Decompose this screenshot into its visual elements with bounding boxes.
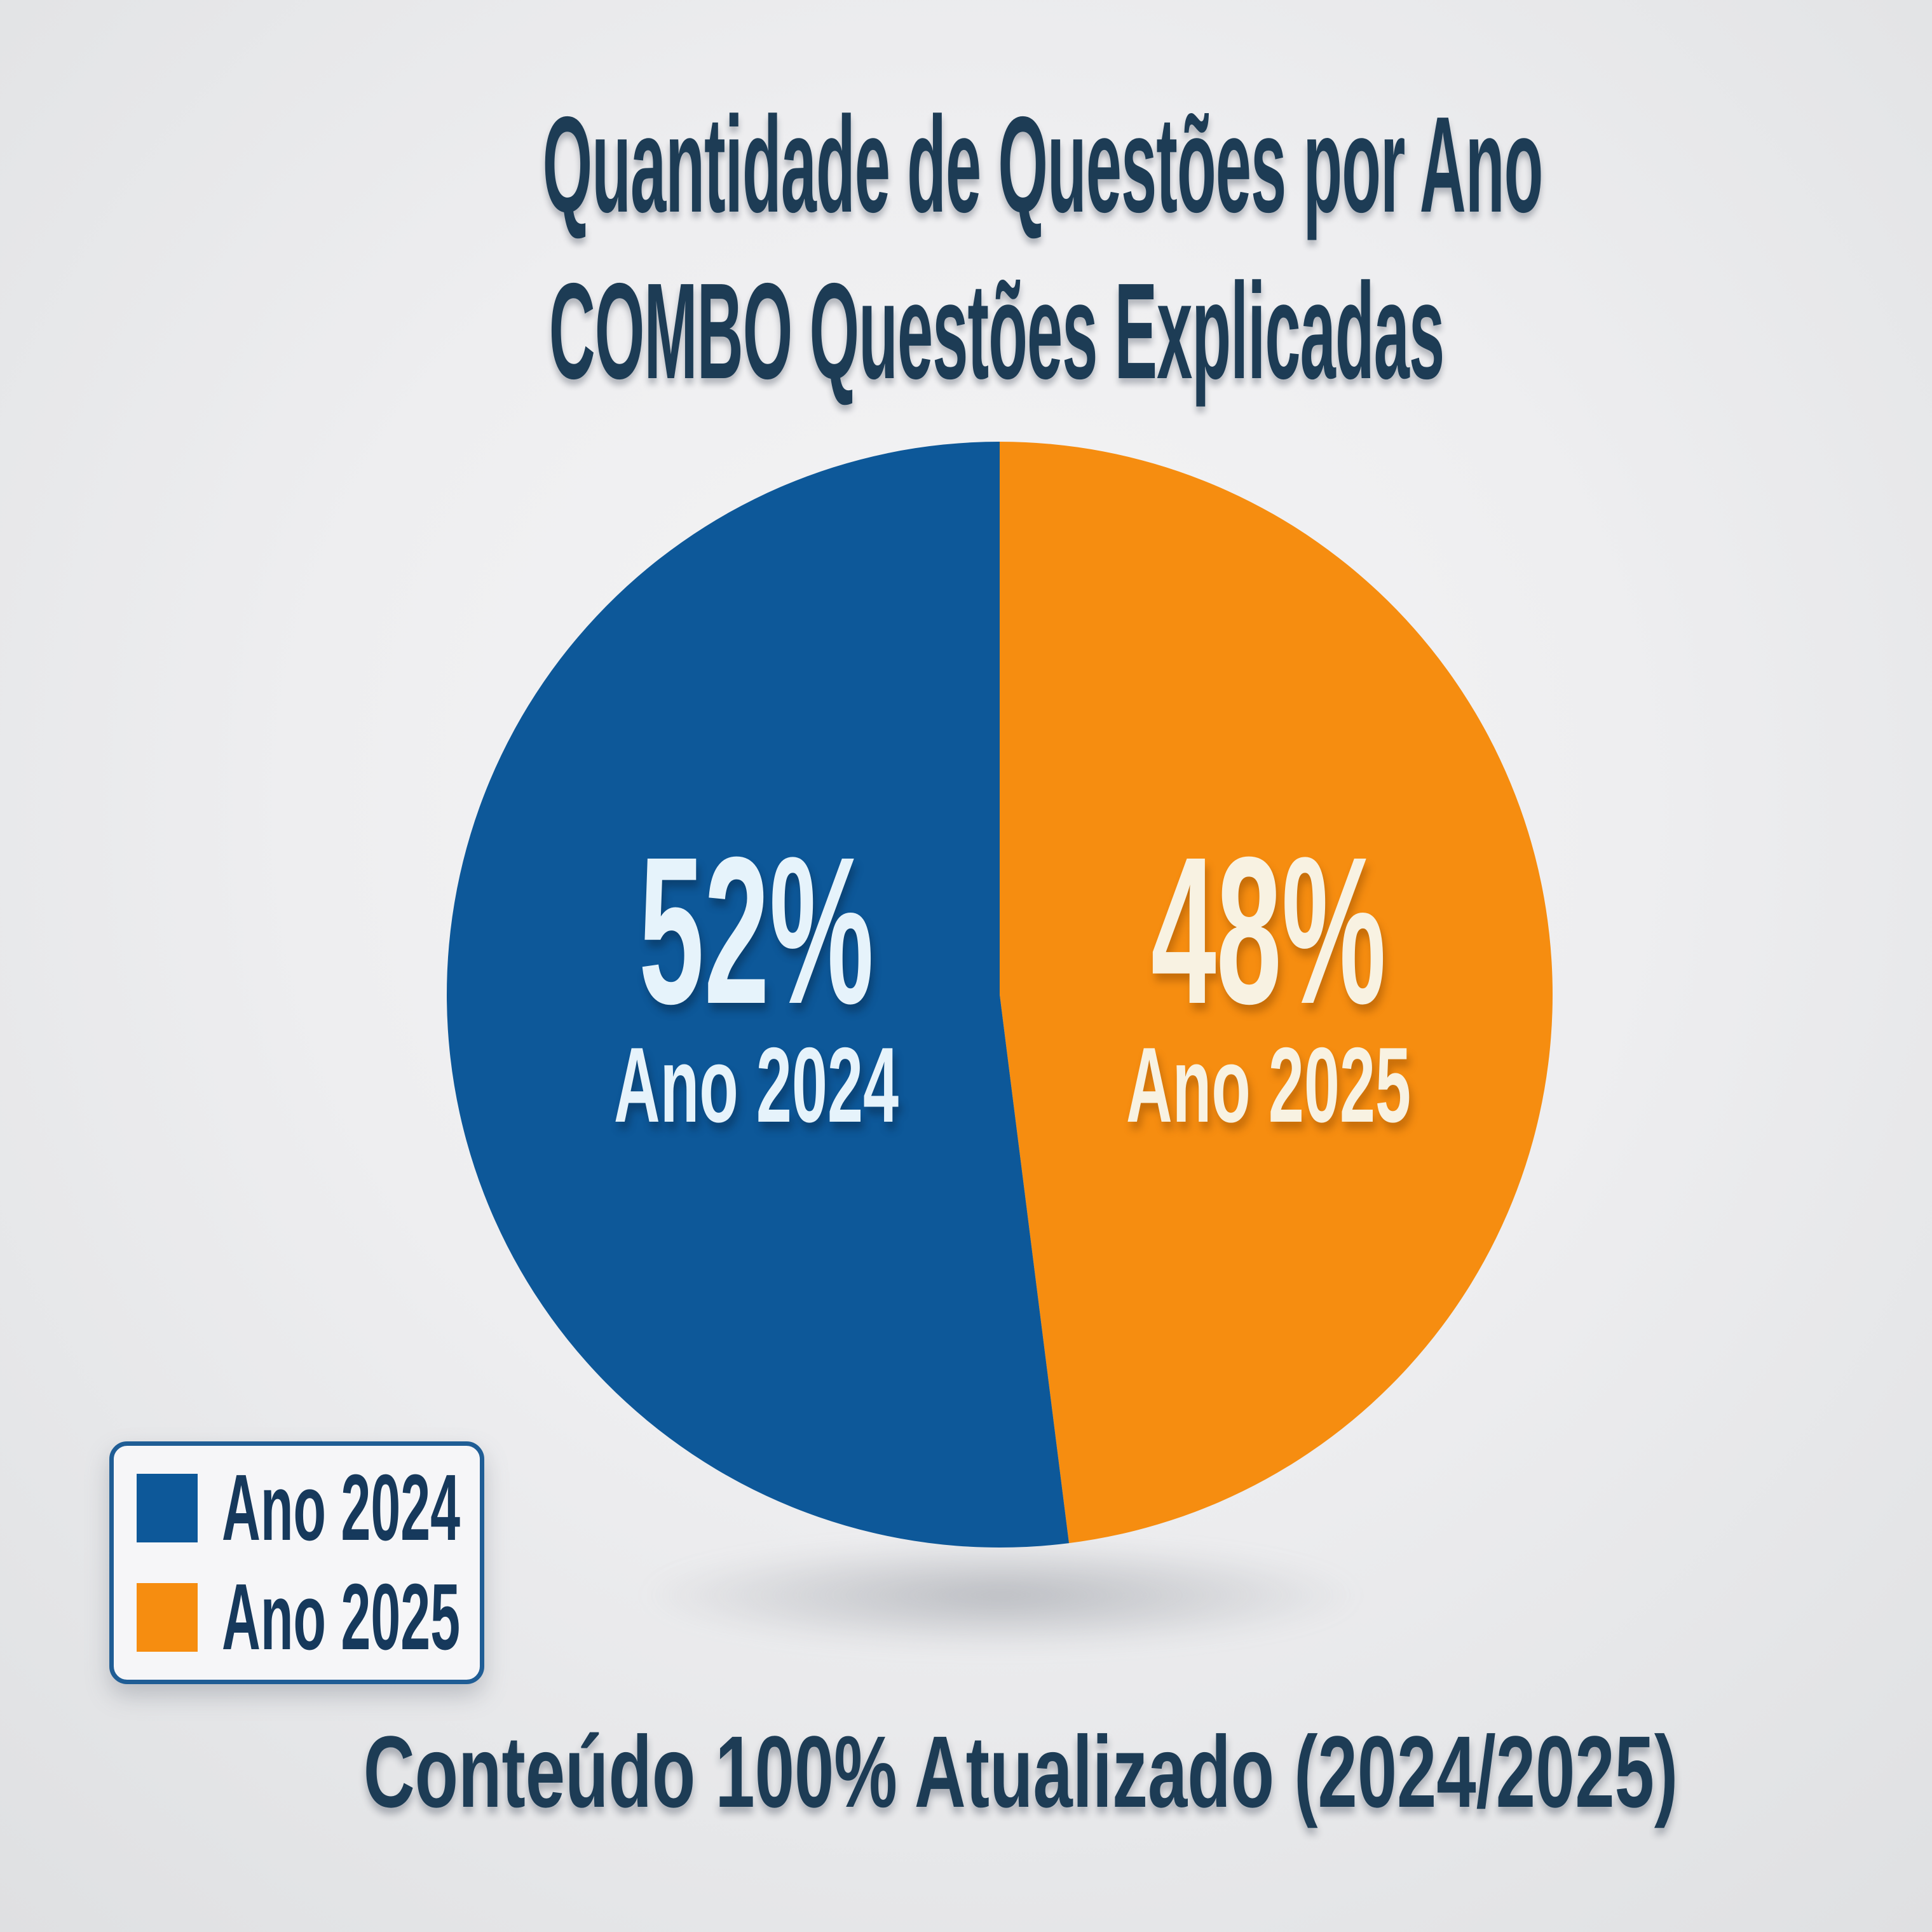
slice-label-ano-2024: 52% Ano 2024	[519, 813, 994, 1145]
legend-item-ano-2025: Ano 2025	[137, 1565, 461, 1670]
slice-label-ano-2025: 48% Ano 2025	[1031, 813, 1506, 1145]
chart-title: Quantidade de Questões por Ano COMBO Que…	[31, 81, 1932, 415]
slice-sublabel-ano-2025: Ano 2025	[1126, 1025, 1412, 1145]
legend-item-ano-2024: Ano 2024	[137, 1455, 461, 1560]
slice-percent-ano-2025: 48%	[1151, 813, 1386, 1047]
slice-sublabel-ano-2024: Ano 2024	[613, 1025, 899, 1145]
chart-title-line1: Quantidade de Questões por Ano	[542, 88, 1544, 241]
legend-label-ano-2025: Ano 2025	[222, 1565, 461, 1670]
legend: Ano 2024 Ano 2025	[109, 1441, 484, 1684]
pie-slice-ano-2024	[447, 442, 1070, 1548]
legend-swatch-ano-2025	[137, 1583, 198, 1652]
legend-label-ano-2024: Ano 2024	[222, 1455, 461, 1560]
pie-chart	[447, 442, 1553, 1548]
slice-percent-ano-2024: 52%	[639, 813, 874, 1047]
chart-title-line2: COMBO Questões Explicadas	[548, 254, 1445, 408]
legend-swatch-ano-2024	[137, 1474, 198, 1542]
pie-slice-ano-2025	[1000, 442, 1553, 1544]
bottom-caption: Conteúdo 100% Atualizado (2024/2025)	[55, 1716, 1932, 1828]
bottom-caption-text: Conteúdo 100% Atualizado (2024/2025)	[363, 1715, 1678, 1828]
